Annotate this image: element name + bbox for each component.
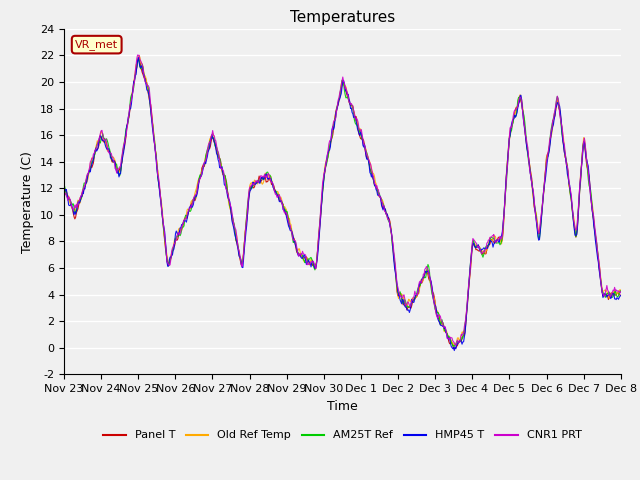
X-axis label: Time: Time — [327, 400, 358, 413]
Text: VR_met: VR_met — [75, 39, 118, 50]
Y-axis label: Temperature (C): Temperature (C) — [22, 151, 35, 252]
Title: Temperatures: Temperatures — [290, 10, 395, 25]
Legend: Panel T, Old Ref Temp, AM25T Ref, HMP45 T, CNR1 PRT: Panel T, Old Ref Temp, AM25T Ref, HMP45 … — [99, 426, 586, 445]
